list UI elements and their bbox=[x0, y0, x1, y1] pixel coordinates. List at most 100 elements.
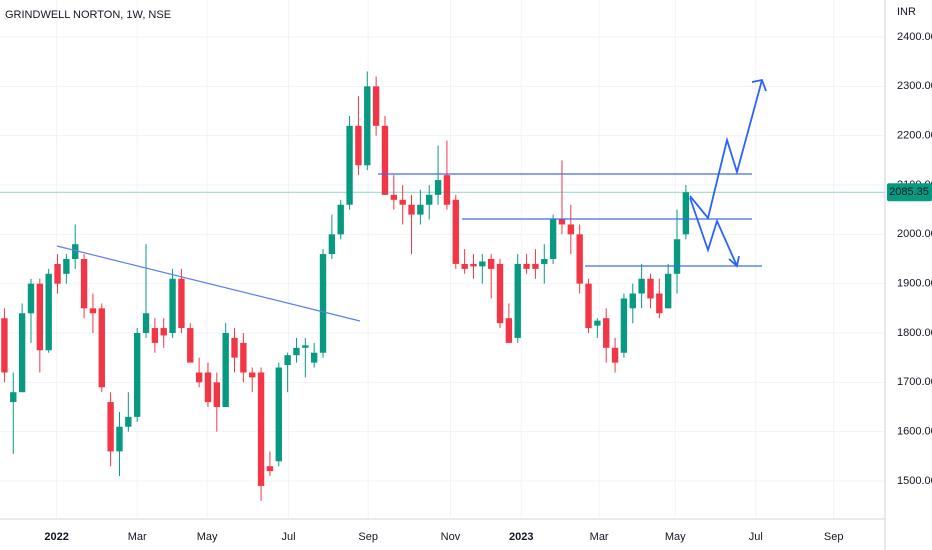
trend-line bbox=[56, 245, 361, 322]
candle-body bbox=[266, 466, 274, 472]
candle-body bbox=[558, 219, 566, 225]
candle-body bbox=[133, 333, 141, 417]
candle-body bbox=[549, 219, 557, 259]
candle-body bbox=[231, 337, 238, 358]
x-tick-label: Mar bbox=[590, 531, 609, 543]
candle-body bbox=[461, 263, 468, 269]
x-tick-label: 2023 bbox=[509, 531, 533, 543]
candle-body bbox=[567, 224, 575, 235]
candle-body bbox=[80, 259, 88, 309]
candle-body bbox=[408, 204, 415, 215]
candle-body bbox=[18, 313, 26, 393]
candle-body bbox=[63, 259, 70, 274]
x-tick-label: May bbox=[665, 531, 686, 543]
candle-body bbox=[470, 263, 477, 267]
y-tick-label: 2400.00 bbox=[897, 31, 932, 43]
candle-body bbox=[160, 328, 167, 336]
x-tick-label: Jul bbox=[281, 531, 295, 543]
candle-body bbox=[257, 372, 265, 486]
candle-body bbox=[514, 263, 521, 338]
candle-body bbox=[72, 244, 79, 259]
y-tick-label: 2300.00 bbox=[897, 80, 932, 92]
candle-body bbox=[452, 199, 459, 264]
candle-body bbox=[532, 263, 539, 269]
candle-body bbox=[284, 355, 291, 366]
candle-body bbox=[45, 273, 52, 351]
projection-down bbox=[689, 197, 738, 267]
candle-body bbox=[664, 273, 672, 309]
candle-body bbox=[647, 278, 654, 299]
candle-body bbox=[169, 278, 176, 333]
candle-body bbox=[107, 402, 114, 452]
x-tick-label: Mar bbox=[128, 531, 147, 543]
y-tick-label: 1700.00 bbox=[897, 376, 932, 388]
candle-body bbox=[249, 372, 256, 378]
candle-body bbox=[434, 180, 442, 195]
candle-body bbox=[213, 382, 221, 407]
candle-body bbox=[178, 278, 185, 329]
x-tick-label: Nov bbox=[441, 531, 461, 543]
candle-body bbox=[611, 347, 619, 363]
candle-body bbox=[487, 259, 495, 269]
candle-body bbox=[656, 293, 663, 314]
candle-body bbox=[629, 293, 636, 309]
candle-body bbox=[594, 320, 601, 326]
candle-body bbox=[443, 175, 451, 205]
y-tick-label: 2000.00 bbox=[897, 228, 932, 240]
candle-body bbox=[222, 333, 229, 407]
candle-body bbox=[310, 352, 318, 363]
candle-body bbox=[27, 283, 35, 314]
candle-body bbox=[496, 263, 504, 324]
candle-body bbox=[364, 86, 371, 166]
y-tick-label: 1800.00 bbox=[897, 327, 932, 339]
candle-body bbox=[585, 283, 592, 329]
candle-body bbox=[319, 254, 327, 353]
candle-body bbox=[673, 239, 681, 274]
x-tick-label: May bbox=[197, 531, 218, 543]
currency-label: INR bbox=[897, 6, 916, 18]
x-tick-label: Sep bbox=[358, 531, 378, 543]
candle-body bbox=[10, 392, 17, 403]
candle-body bbox=[187, 328, 194, 363]
candle-body bbox=[337, 204, 344, 235]
x-tick-label: 2022 bbox=[44, 531, 68, 543]
y-tick-label: 2200.00 bbox=[897, 130, 932, 142]
x-tick-label: Sep bbox=[824, 531, 844, 543]
candle-body bbox=[638, 278, 645, 294]
candle-body bbox=[89, 308, 97, 314]
y-tick-label: 1500.00 bbox=[897, 475, 932, 487]
candle-body bbox=[36, 283, 44, 351]
candle-body bbox=[240, 342, 247, 373]
arrow-head bbox=[728, 255, 740, 268]
candle-body bbox=[293, 347, 300, 356]
candle-body bbox=[603, 318, 610, 348]
grid bbox=[0, 0, 885, 518]
candle-body bbox=[142, 313, 150, 333]
candle-body bbox=[372, 86, 380, 126]
candle-body bbox=[54, 263, 61, 284]
candle-body bbox=[381, 125, 389, 195]
last-price-tag bbox=[887, 183, 932, 202]
y-tick-label: 1600.00 bbox=[897, 426, 932, 438]
last-price-label: 2085.35 bbox=[889, 186, 929, 198]
candle-body bbox=[355, 125, 362, 166]
candle-body bbox=[204, 372, 212, 403]
candle-body bbox=[576, 234, 583, 284]
candle-body bbox=[346, 125, 353, 205]
candles bbox=[0, 71, 885, 501]
candle-body bbox=[195, 372, 203, 383]
chart-title: GRINDWELL NORTON, 1W, NSE bbox=[5, 9, 171, 21]
candle-body bbox=[620, 298, 628, 353]
drawings bbox=[56, 78, 767, 322]
candle-body bbox=[417, 204, 424, 215]
candle-body bbox=[541, 259, 548, 264]
candle-body bbox=[151, 328, 159, 343]
candle-body bbox=[116, 426, 123, 452]
candle-body bbox=[1, 318, 8, 373]
candle-body bbox=[523, 263, 530, 269]
candle-body bbox=[328, 234, 336, 255]
candle-body bbox=[505, 318, 513, 343]
projection-up bbox=[689, 79, 763, 220]
